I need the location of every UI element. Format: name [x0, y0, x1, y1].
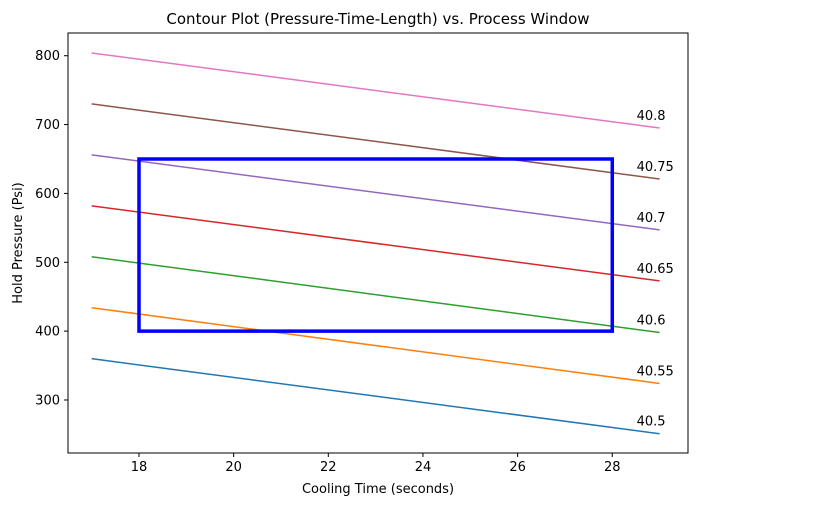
contour-label-5: 40.75	[637, 160, 674, 175]
contour-label-6: 40.8	[637, 109, 666, 124]
contour-lines	[91, 52, 660, 435]
x-tick-label: 24	[415, 460, 432, 475]
y-axis-label: Hold Pressure (Psi)	[11, 182, 26, 304]
x-tick-label: 18	[131, 460, 148, 475]
contour-line-3	[91, 205, 660, 282]
y-tick-label: 700	[35, 118, 60, 133]
contour-line-5	[91, 103, 660, 180]
contour-labels: 40.5 40.55 40.6 40.65 40.7 40.75 40.8	[637, 109, 674, 430]
x-tick-label: 22	[320, 460, 337, 475]
y-tick-label: 300	[35, 393, 60, 408]
y-tick-label: 600	[35, 187, 60, 202]
y-tick-label: 800	[35, 49, 60, 64]
contour-line-2	[91, 256, 660, 334]
x-axis-label: Cooling Time (seconds)	[302, 482, 454, 497]
x-tick-label: 26	[509, 460, 526, 475]
process-window-layer	[137, 157, 615, 333]
contour-label-0: 40.5	[637, 415, 666, 430]
plot-frame	[67, 32, 689, 454]
y-tick-label: 400	[35, 325, 60, 340]
process-window-rect	[137, 157, 615, 333]
contour-label-1: 40.55	[637, 364, 674, 379]
contour-line-6	[91, 52, 660, 129]
y-axis-ticks: 300 400 500 600 700 800	[35, 49, 68, 408]
x-axis-ticks: 18 20 22 24 26 28	[131, 453, 621, 475]
contour-line-4	[91, 154, 660, 231]
x-tick-label: 20	[225, 460, 242, 475]
x-tick-label: 28	[604, 460, 621, 475]
contour-line-0	[91, 357, 660, 435]
contour-line-1	[91, 306, 660, 385]
contour-label-3: 40.65	[637, 262, 674, 277]
contour-label-4: 40.7	[637, 211, 666, 226]
contour-label-2: 40.6	[637, 314, 666, 329]
chart-title: Contour Plot (Pressure-Time-Length) vs. …	[166, 10, 589, 28]
y-tick-label: 500	[35, 256, 60, 271]
